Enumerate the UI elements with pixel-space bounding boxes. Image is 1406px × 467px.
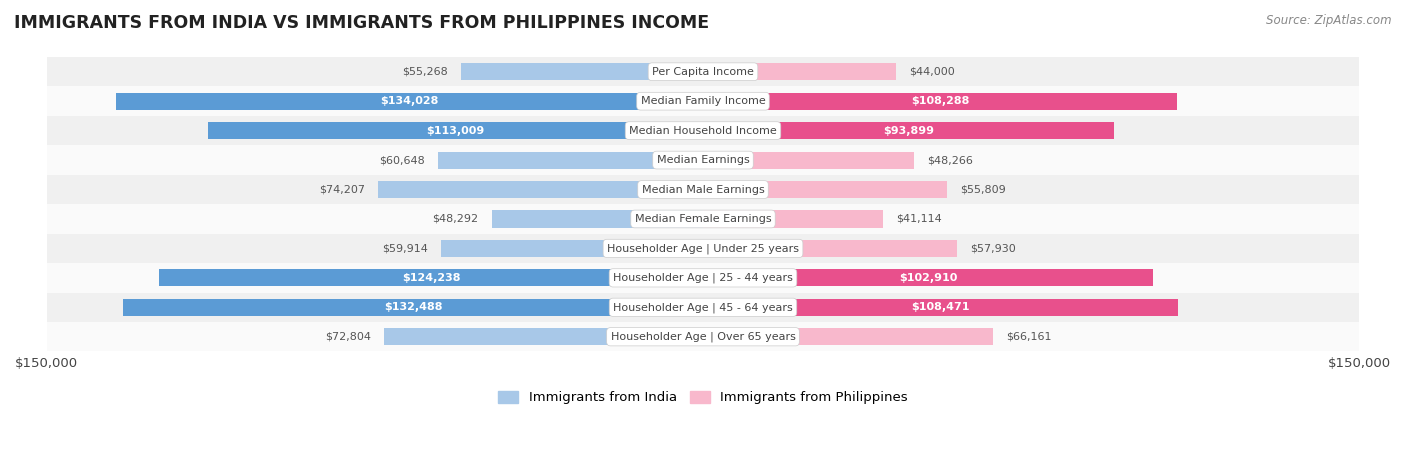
- Text: $132,488: $132,488: [384, 302, 443, 312]
- Text: $41,114: $41,114: [896, 214, 942, 224]
- Bar: [46, 204, 1360, 234]
- Text: $55,809: $55,809: [960, 184, 1007, 195]
- Bar: [441, 240, 703, 257]
- Text: $113,009: $113,009: [426, 126, 485, 135]
- Bar: [208, 122, 703, 139]
- Bar: [46, 175, 1360, 204]
- Bar: [159, 269, 703, 286]
- Text: Householder Age | 25 - 44 years: Householder Age | 25 - 44 years: [613, 273, 793, 283]
- Text: Per Capita Income: Per Capita Income: [652, 67, 754, 77]
- Bar: [492, 211, 703, 227]
- Text: Median Male Earnings: Median Male Earnings: [641, 184, 765, 195]
- Bar: [703, 269, 1153, 286]
- Bar: [703, 92, 1177, 110]
- Bar: [46, 322, 1360, 352]
- Text: $44,000: $44,000: [908, 67, 955, 77]
- Bar: [703, 63, 896, 80]
- Text: Householder Age | Over 65 years: Householder Age | Over 65 years: [610, 332, 796, 342]
- Text: $48,292: $48,292: [433, 214, 478, 224]
- Bar: [46, 263, 1360, 293]
- Text: Source: ZipAtlas.com: Source: ZipAtlas.com: [1267, 14, 1392, 27]
- Text: Householder Age | Under 25 years: Householder Age | Under 25 years: [607, 243, 799, 254]
- Bar: [117, 92, 703, 110]
- Bar: [703, 240, 956, 257]
- Bar: [46, 145, 1360, 175]
- Bar: [384, 328, 703, 345]
- Text: $124,238: $124,238: [402, 273, 460, 283]
- Bar: [46, 234, 1360, 263]
- Bar: [124, 299, 703, 316]
- Bar: [46, 57, 1360, 86]
- Text: $60,648: $60,648: [378, 155, 425, 165]
- Bar: [46, 86, 1360, 116]
- Text: Median Household Income: Median Household Income: [628, 126, 778, 135]
- Text: $48,266: $48,266: [928, 155, 973, 165]
- Bar: [703, 181, 948, 198]
- Text: $72,804: $72,804: [325, 332, 371, 342]
- Text: Householder Age | 45 - 64 years: Householder Age | 45 - 64 years: [613, 302, 793, 312]
- Text: $57,930: $57,930: [970, 243, 1015, 254]
- Bar: [703, 152, 914, 169]
- Text: IMMIGRANTS FROM INDIA VS IMMIGRANTS FROM PHILIPPINES INCOME: IMMIGRANTS FROM INDIA VS IMMIGRANTS FROM…: [14, 14, 709, 32]
- Text: $108,471: $108,471: [911, 302, 970, 312]
- Bar: [46, 116, 1360, 145]
- Bar: [46, 293, 1360, 322]
- Text: $55,268: $55,268: [402, 67, 449, 77]
- Text: Median Female Earnings: Median Female Earnings: [634, 214, 772, 224]
- Text: $134,028: $134,028: [381, 96, 439, 106]
- Text: $66,161: $66,161: [1005, 332, 1052, 342]
- Bar: [378, 181, 703, 198]
- Bar: [461, 63, 703, 80]
- Bar: [703, 122, 1114, 139]
- Text: $108,288: $108,288: [911, 96, 969, 106]
- Text: $93,899: $93,899: [883, 126, 934, 135]
- Text: $102,910: $102,910: [898, 273, 957, 283]
- Bar: [703, 299, 1178, 316]
- Text: Median Earnings: Median Earnings: [657, 155, 749, 165]
- Text: $74,207: $74,207: [319, 184, 366, 195]
- Bar: [437, 152, 703, 169]
- Text: $59,914: $59,914: [382, 243, 427, 254]
- Text: Median Family Income: Median Family Income: [641, 96, 765, 106]
- Bar: [703, 211, 883, 227]
- Bar: [703, 328, 993, 345]
- Legend: Immigrants from India, Immigrants from Philippines: Immigrants from India, Immigrants from P…: [494, 386, 912, 410]
